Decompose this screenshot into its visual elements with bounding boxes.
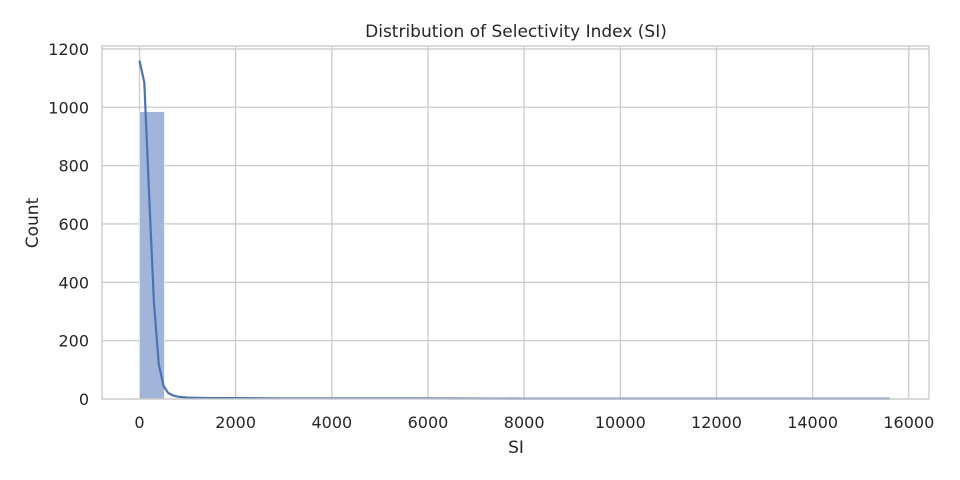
y-axis-ticks: 0 200 400 600 800 1000 1200 [48,40,89,409]
plot-frame [101,45,930,400]
x-tick-label: 10000 [595,413,646,432]
x-tick-label: 16000 [883,413,934,432]
x-axis-label: SI [508,438,524,458]
y-tick-label: 1000 [48,98,89,117]
x-tick-label: 2000 [215,413,256,432]
x-tick-label: 0 [134,413,144,432]
y-tick-label: 200 [58,332,89,351]
x-tick-label: 12000 [691,413,742,432]
plot-background [102,46,929,399]
x-tick-label: 14000 [787,413,838,432]
chart-title: Distribution of Selectivity Index (SI) [365,22,667,42]
x-axis-ticks: 0 2000 4000 6000 8000 10000 12000 14000 16000 [134,413,934,432]
y-axis-label: Count [23,197,43,248]
x-tick-label: 6000 [408,413,449,432]
y-tick-label: 800 [58,157,89,176]
y-tick-label: 600 [58,215,89,234]
y-tick-label: 0 [79,390,89,409]
y-tick-label: 1200 [48,40,89,59]
x-tick-label: 4000 [311,413,352,432]
y-tick-label: 400 [58,273,89,292]
x-tick-label: 8000 [504,413,545,432]
